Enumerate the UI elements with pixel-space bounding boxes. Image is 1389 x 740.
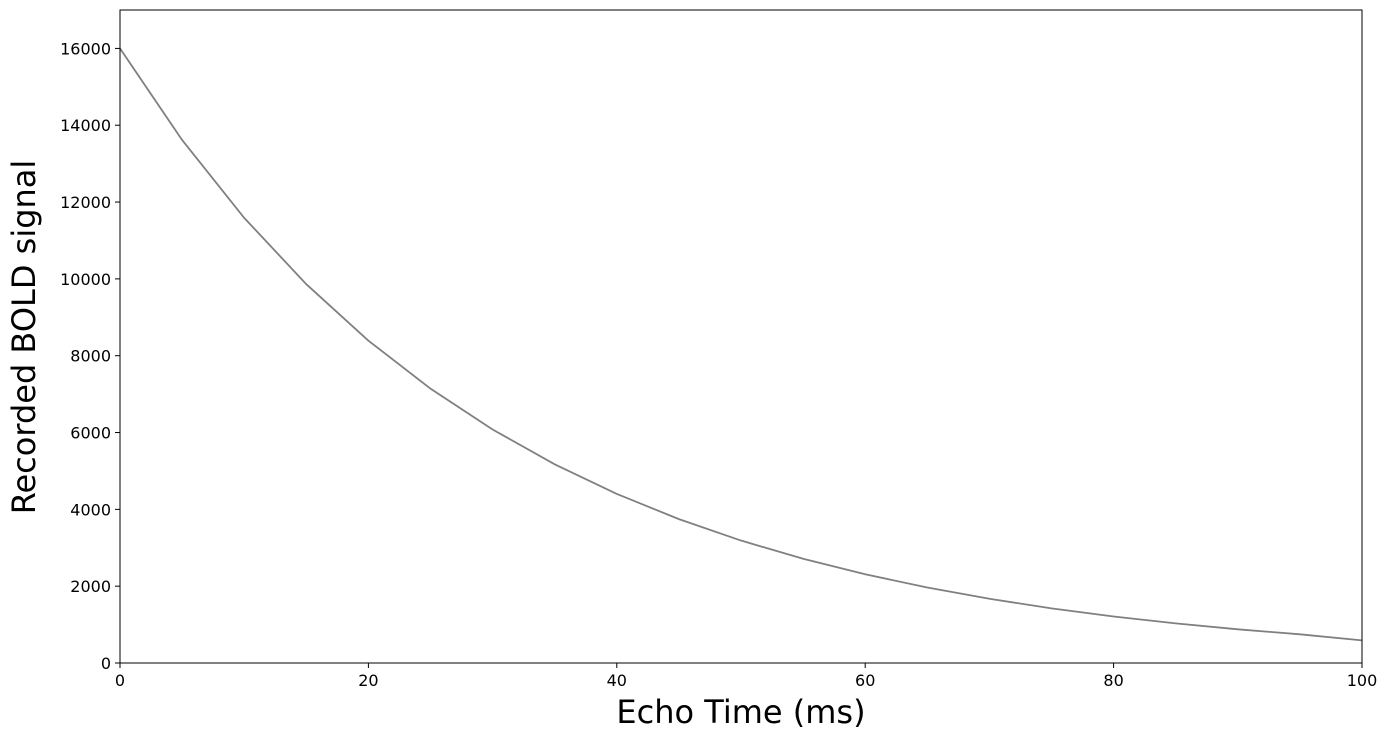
y-tick-label: 10000	[60, 270, 111, 289]
y-axis-label: Recorded BOLD signal	[5, 160, 43, 515]
y-tick-label: 2000	[70, 577, 111, 596]
plot-frame	[119, 9, 1363, 664]
y-tick-label: 6000	[70, 424, 111, 443]
x-tick-label: 60	[855, 671, 875, 690]
series-line-0	[119, 47, 1363, 642]
y-tick-label: 16000	[60, 39, 111, 58]
x-tick-label: 80	[1103, 671, 1123, 690]
x-tick-label: 100	[1347, 671, 1378, 690]
y-tick-label: 8000	[70, 347, 111, 366]
y-tick-label: 14000	[60, 116, 111, 135]
x-tick-label: 40	[607, 671, 627, 690]
y-tick-label: 12000	[60, 193, 111, 212]
plot-area: 0 20 40 60 80 100 0 2000 4000 6000 8000 10000 12000 1…	[60, 9, 1378, 690]
x-tick-label: 0	[115, 671, 125, 690]
y-tick-label: 0	[101, 654, 111, 673]
x-axis-label: Echo Time (ms)	[616, 693, 865, 731]
x-tick-label: 20	[358, 671, 378, 690]
y-tick-label: 4000	[70, 500, 111, 519]
